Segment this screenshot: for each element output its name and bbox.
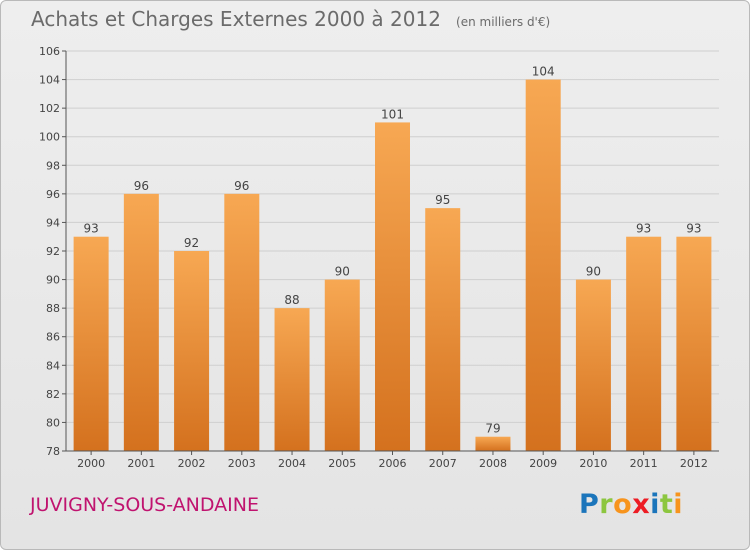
axes: 78 80 82 84 86 88 90 92 94 96 98 100 102 104 106 2000 20… (39, 45, 719, 470)
bar-2000 (73, 236, 109, 451)
x-tick-label: 2011 (630, 457, 658, 470)
chart-subtitle: (en milliers d'€) (456, 15, 551, 29)
bar-value-label: 96 (134, 179, 149, 193)
y-tick-label: 102 (39, 102, 60, 115)
y-tick-label: 86 (46, 331, 60, 344)
bar-2008 (475, 436, 511, 451)
bar-2005 (324, 279, 360, 451)
bar-value-label: 93 (83, 222, 98, 236)
bars: 93 96 92 96 88 90 101 95 79 104 90 93 93 (73, 65, 712, 452)
bar-value-label: 88 (284, 293, 299, 307)
x-tick-label: 2004 (278, 457, 306, 470)
x-tick-label: 2003 (228, 457, 256, 470)
bar-2012 (676, 236, 712, 451)
bar-2002 (174, 251, 210, 451)
y-tick-label: 94 (46, 216, 60, 229)
chart-title-block: Achats et Charges Externes 2000 à 2012 (… (31, 7, 550, 31)
x-tick-label: 2007 (429, 457, 457, 470)
x-tick-label: 2000 (77, 457, 105, 470)
bar-2011 (626, 236, 662, 451)
location-name: JUVIGNY-SOUS-ANDAINE (30, 494, 260, 516)
bar-value-label: 96 (234, 179, 249, 193)
bar-value-label: 104 (532, 65, 555, 79)
bar-2004 (274, 308, 310, 451)
x-tick-label: 2006 (379, 457, 407, 470)
x-tick-label: 2002 (178, 457, 206, 470)
y-tick-label: 82 (46, 388, 60, 401)
y-tick-label: 90 (46, 274, 60, 287)
bar-value-label: 90 (586, 265, 601, 279)
y-tick-label: 106 (39, 45, 60, 58)
bar-value-label: 92 (184, 236, 199, 250)
y-tick-label: 78 (46, 445, 60, 458)
bar-value-label: 101 (381, 107, 404, 121)
y-tick-label: 80 (46, 416, 60, 429)
bar-2003 (224, 193, 260, 451)
proxiti-logo: Proxiti (579, 489, 684, 520)
y-tick-label: 96 (46, 188, 60, 201)
y-tick-label: 100 (39, 131, 60, 144)
bar-2007 (425, 208, 461, 451)
bar-value-label: 95 (435, 193, 450, 207)
y-tick-label: 88 (46, 302, 60, 315)
x-tick-label: 2001 (127, 457, 155, 470)
chart-title: Achats et Charges Externes 2000 à 2012 (31, 7, 441, 31)
bar-value-label: 93 (636, 222, 651, 236)
y-tick-label: 84 (46, 359, 60, 372)
bar-2010 (575, 279, 611, 451)
y-tick-label: 92 (46, 245, 60, 258)
bar-2001 (123, 193, 159, 451)
x-tick-label: 2010 (579, 457, 607, 470)
y-tick-label: 104 (39, 74, 60, 87)
x-tick-label: 2008 (479, 457, 507, 470)
y-tick-label: 98 (46, 159, 60, 172)
x-tick-label: 2005 (328, 457, 356, 470)
bar-2009 (525, 79, 561, 452)
bar-value-label: 79 (485, 422, 500, 436)
x-tick-label: 2012 (680, 457, 708, 470)
x-tick-label: 2009 (529, 457, 557, 470)
bar-value-label: 93 (686, 222, 701, 236)
bar-2006 (375, 122, 410, 451)
bar-value-label: 90 (335, 265, 350, 279)
